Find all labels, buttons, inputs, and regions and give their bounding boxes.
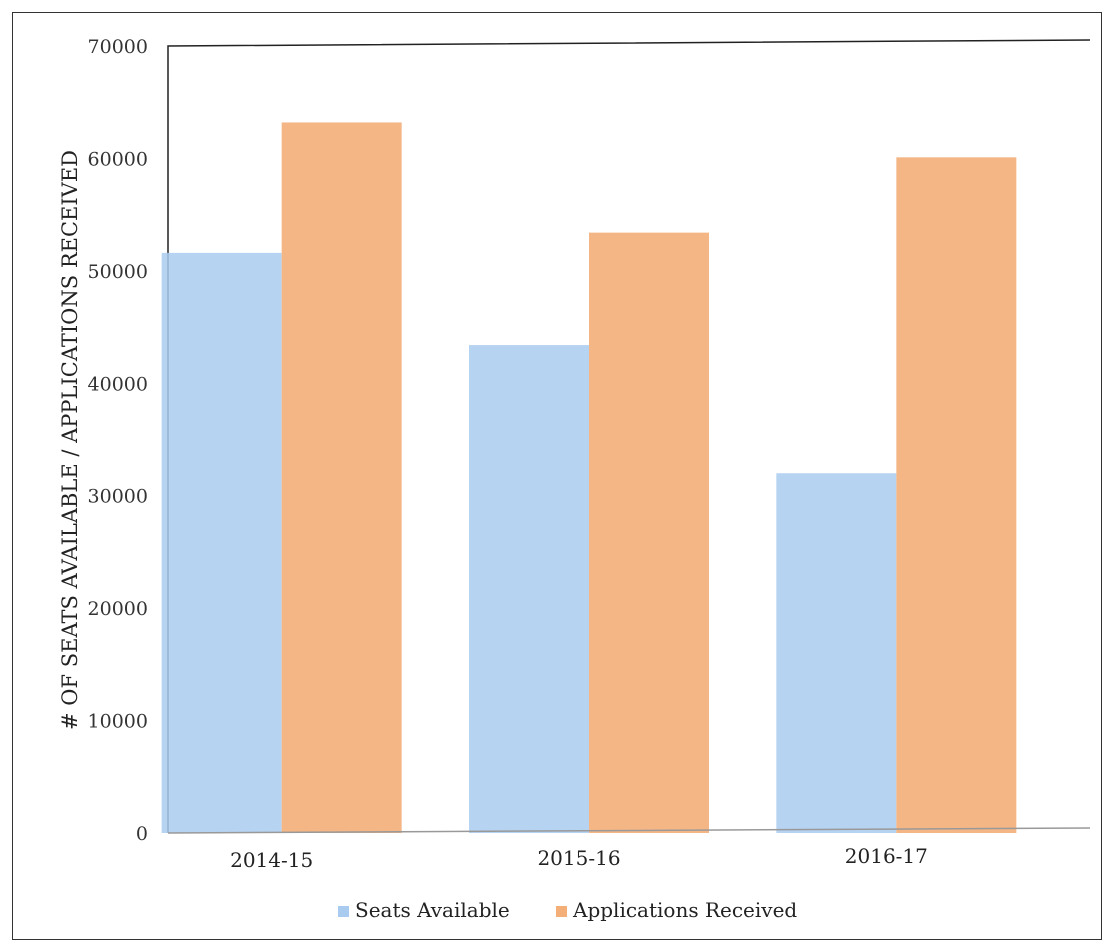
y-tick-label: 10000 bbox=[88, 711, 148, 733]
bar-applications-received-2016-17 bbox=[896, 157, 1017, 833]
legend-label: Seats Available bbox=[355, 898, 510, 922]
bar-applications-received-2015-16 bbox=[589, 232, 709, 834]
x-category-label: 2016-17 bbox=[845, 844, 928, 868]
y-tick-label: 60000 bbox=[88, 148, 148, 170]
y-tick-label: 30000 bbox=[88, 486, 148, 508]
bar-seats-available-2015-16 bbox=[469, 345, 589, 833]
bar-seats-available-2014-15 bbox=[161, 252, 282, 833]
legend-swatch bbox=[556, 906, 567, 917]
x-category-label: 2014-15 bbox=[230, 848, 313, 872]
x-axis-line bbox=[167, 827, 1091, 834]
legend-label: Applications Received bbox=[572, 898, 797, 922]
x-category-label: 2015-16 bbox=[537, 846, 620, 870]
y-tick-label: 40000 bbox=[88, 373, 148, 395]
x-axis-categories: 2014-15 2015-16 2016-17 bbox=[230, 844, 928, 872]
plot-area bbox=[161, 39, 1091, 834]
y-axis-ticks: 0 10000 20000 30000 40000 50000 60000 70000 bbox=[88, 36, 148, 845]
y-tick-label: 0 bbox=[136, 823, 148, 845]
y-axis-title: # OF SEATS AVAILABLE / APPLICATIONS RECE… bbox=[58, 150, 82, 730]
legend-swatch bbox=[338, 906, 349, 917]
y-tick-label: 50000 bbox=[88, 261, 148, 283]
y-tick-label: 70000 bbox=[88, 36, 148, 58]
bar-seats-available-2016-17 bbox=[776, 473, 897, 833]
bar-applications-received-2014-15 bbox=[281, 122, 402, 834]
legend: Seats Available Applications Received bbox=[338, 898, 797, 922]
y-tick-label: 20000 bbox=[88, 598, 148, 620]
